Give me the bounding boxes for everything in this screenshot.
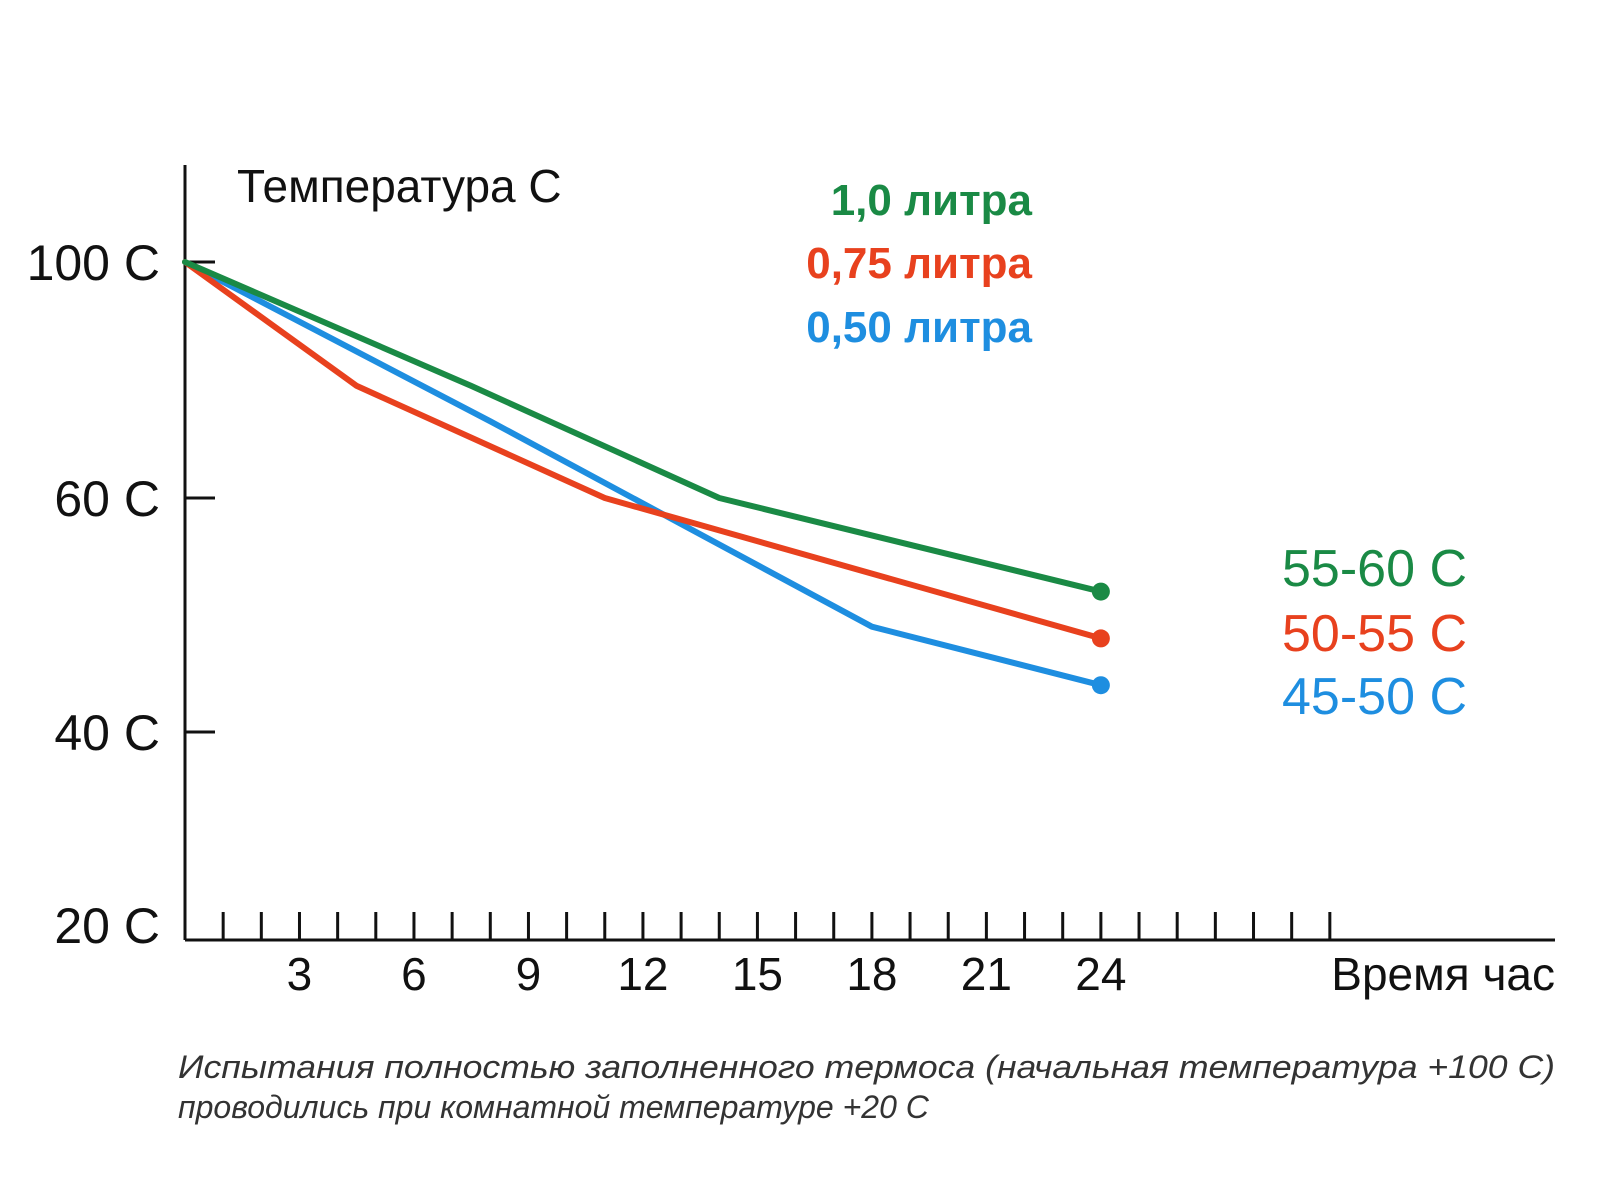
caption-line-2: проводились при комнатной температуре +2… [178,1089,930,1125]
x-tick-label: 12 [617,948,668,1000]
legend: 1,0 литра 0,75 литра 0,50 литра [806,176,1032,352]
y-axis-title: Температура С [237,160,562,212]
legend-entry: 0,75 литра [806,239,1032,288]
legend-entry: 1,0 литра [831,176,1033,225]
x-tick-label: 9 [516,948,542,1000]
x-axis-title: Время час [1331,948,1555,1000]
y-tick-label: 20 С [54,898,160,954]
caption-line-1: Испытания полностью заполненного термоса… [178,1049,1555,1085]
series-line [182,259,1104,689]
x-tick-label: 24 [1075,948,1126,1000]
series-end-point [1091,676,1110,695]
series-end-point [1091,582,1110,601]
y-tick-labels: 100 С 60 С 40 С 20 С [27,235,160,954]
series-end-label: 50-55 С [1282,605,1467,663]
x-tick-label: 18 [846,948,897,1000]
x-tick-label: 15 [732,948,783,1000]
series-end-point [1091,629,1110,648]
series-end-label: 55-60 С [1282,540,1467,598]
y-tick-label: 40 С [54,705,160,761]
axis-ticks [185,260,1332,940]
series-end-label: 45-50 С [1282,668,1467,726]
y-tick-label: 60 С [54,471,160,527]
series-lines [182,259,1110,695]
y-tick-label: 100 С [27,235,160,291]
series-line [182,259,1104,595]
x-tick-label: 6 [401,948,427,1000]
x-tick-label: 3 [287,948,313,1000]
series-line [182,259,1104,642]
end-labels: 55-60 С 50-55 С45-50 С [1282,540,1467,726]
x-tick-labels: 3 6 9 12 15 18 21 24 [287,948,1127,1000]
legend-entry: 0,50 литра [806,303,1032,352]
x-tick-label: 21 [961,948,1012,1000]
